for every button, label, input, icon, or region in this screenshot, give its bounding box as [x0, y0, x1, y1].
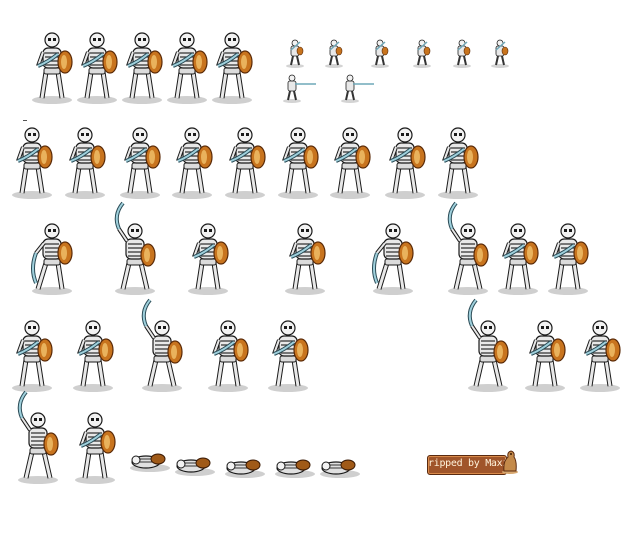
skeleton-sprite [142, 300, 182, 392]
skeleton-sprite [278, 128, 318, 199]
skeleton-sprite [373, 224, 413, 295]
skeleton-sprite [324, 39, 344, 69]
skeleton-sprite [172, 128, 212, 199]
skeleton-sprite [268, 321, 308, 392]
skeleton-sprite [525, 321, 565, 392]
skeleton-sprite [212, 33, 252, 104]
skeleton-sprite [385, 128, 425, 199]
skeleton-sprite [75, 413, 115, 484]
skeleton-sprite [498, 224, 538, 295]
skeleton-sprite [115, 203, 155, 295]
skeleton-sprite [65, 128, 105, 199]
skeleton-sprite [77, 33, 117, 104]
sprite-row-walk [12, 128, 478, 199]
skeleton-sprite [225, 128, 265, 199]
mascot-icon [502, 450, 518, 474]
sprite-row-idle-small [285, 39, 510, 69]
skeleton-sprite [18, 392, 58, 484]
ripper-credit-badge: ripped by Maxim [427, 455, 514, 475]
skeleton-sprite [412, 39, 432, 69]
sprite-row-thrust-small [282, 74, 375, 104]
sprite-row-attack-c [468, 300, 620, 392]
skeleton-sprite [438, 128, 478, 199]
skeleton-sprite [12, 128, 52, 199]
bone-pile-sprite [129, 453, 171, 473]
skeleton-sprite [285, 224, 325, 295]
bone-pile-sprite [174, 457, 216, 477]
skeleton-sprite [490, 39, 510, 69]
skeleton-sprite [285, 39, 305, 69]
sprite-row-idle-large [32, 33, 252, 104]
skeleton-sprite [330, 128, 370, 199]
skeleton-sprite [32, 224, 72, 295]
skeleton-sprite [448, 203, 488, 295]
skeleton-sprite [122, 33, 162, 104]
bone-pile-sprite [224, 459, 266, 479]
skeleton-sprite [548, 224, 588, 295]
skeleton-sprite [580, 321, 620, 392]
skeleton-sprite [120, 128, 160, 199]
skeleton-sprite [188, 224, 228, 295]
skeleton-sprite [32, 33, 72, 104]
sprite-row-collapse [18, 392, 361, 484]
skeleton-sprite [370, 39, 390, 69]
bone-pile-sprite [319, 459, 361, 479]
bone-pile-sprite [274, 459, 316, 479]
skeleton-sprite [12, 321, 52, 392]
frame-marker [23, 120, 27, 121]
ripper-credit-label: ripped by Maxim [428, 458, 514, 469]
skeleton-sprite [208, 321, 248, 392]
skeleton-sprite [468, 300, 508, 392]
skeleton-sprite [340, 74, 375, 104]
sprite-row-attack-a [32, 203, 588, 295]
skeleton-sprite [167, 33, 207, 104]
skeleton-sprite [73, 321, 113, 392]
sprite-row-attack-b [12, 300, 308, 392]
skeleton-sprite [282, 74, 317, 104]
skeleton-sprite [452, 39, 472, 69]
